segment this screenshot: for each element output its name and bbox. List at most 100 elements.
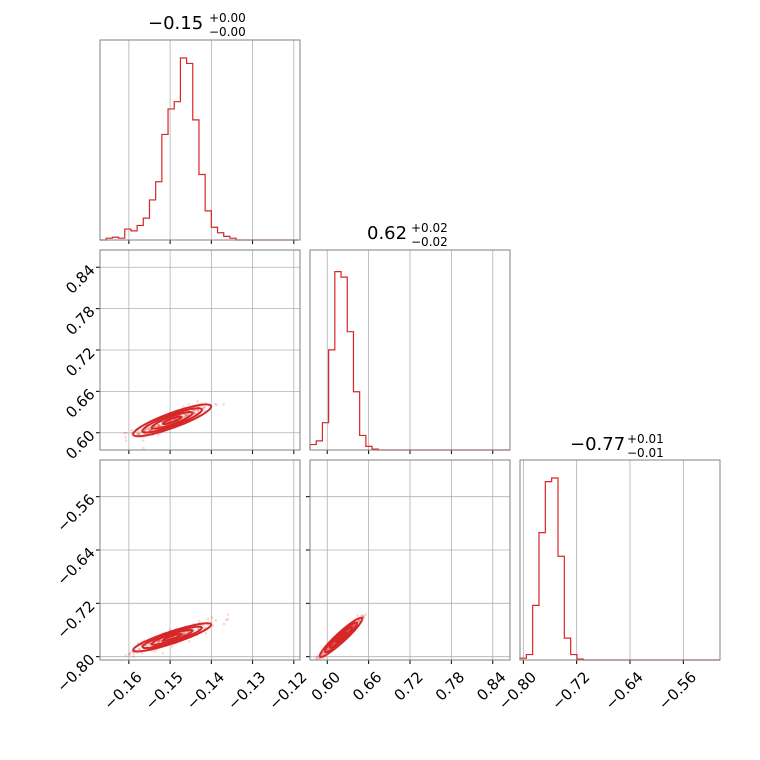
sample-point: [214, 618, 218, 622]
sample-point: [181, 633, 185, 636]
sample-point: [137, 432, 141, 436]
x-tick-label: −0.72: [548, 668, 593, 713]
x-tick-label: 0.78: [432, 668, 468, 704]
scatter-panel-2-0: [96, 459, 301, 664]
histogram-panel-0: [99, 39, 301, 244]
sample-point: [186, 630, 189, 634]
sample-point: [124, 439, 128, 443]
contour-level-1: [150, 628, 194, 646]
contour-level-2: [323, 621, 359, 654]
sample-point: [316, 656, 319, 660]
sample-point: [320, 653, 324, 657]
contour-level-3: [132, 622, 213, 653]
sample-point: [314, 657, 317, 661]
sample-point: [358, 619, 361, 622]
sample-point: [140, 652, 144, 655]
x-tick-label: −0.14: [183, 668, 228, 713]
y-tick-label: 0.72: [62, 344, 98, 380]
histogram-panel-1: [309, 249, 511, 454]
sample-point: [206, 617, 210, 621]
sample-point: [157, 423, 161, 426]
sample-point: [157, 424, 160, 427]
sample-point: [184, 631, 187, 634]
contour-level-0: [161, 415, 183, 426]
title-lower-2: −0.01: [627, 446, 664, 460]
x-tick-label: 0.72: [390, 668, 426, 704]
y-tick-label: −0.72: [53, 597, 98, 642]
x-tick-label: −0.12: [265, 668, 310, 713]
title-param-2: −0.77 +0.01 −0.01: [570, 432, 664, 460]
sample-point: [187, 402, 191, 406]
sample-point: [170, 645, 174, 648]
sample-point: [168, 628, 172, 631]
panel-background: [100, 40, 300, 240]
panel-frame: [519, 459, 721, 661]
sample-point: [135, 432, 139, 435]
x-tick-label: 0.60: [308, 668, 344, 704]
y-tick-label: −0.80: [53, 650, 98, 695]
contour-level-0: [334, 631, 348, 643]
title-upper-2: +0.01: [627, 432, 664, 446]
sample-point: [148, 428, 152, 432]
sample-point: [156, 640, 160, 644]
title-upper-0: +0.00: [209, 11, 246, 25]
panel-frame: [99, 39, 301, 241]
sample-point: [153, 650, 157, 653]
title-median-2: −0.77: [570, 434, 625, 455]
y-tick-label: 0.84: [62, 261, 98, 297]
sample-point: [206, 623, 210, 627]
sample-point: [146, 427, 150, 431]
sample-point: [361, 614, 365, 618]
contour-level-3: [132, 403, 213, 438]
sample-point: [203, 625, 207, 629]
sample-point: [157, 424, 160, 427]
sample-point: [356, 613, 359, 617]
sample-point: [130, 428, 134, 432]
sample-point: [125, 431, 128, 435]
sample-point: [147, 643, 151, 646]
sample-point: [196, 410, 200, 413]
sample-point: [204, 405, 207, 409]
sample-point: [182, 631, 185, 635]
sample-point: [222, 403, 225, 406]
sample-point: [187, 413, 190, 416]
sample-point: [138, 432, 142, 435]
sample-point: [362, 614, 365, 618]
sample-point: [322, 652, 325, 655]
sample-point: [145, 427, 149, 431]
sample-point: [196, 400, 199, 403]
panel-frame: [309, 459, 511, 661]
title-upper-1: +0.02: [411, 221, 448, 235]
sample-point: [318, 657, 322, 660]
sample-point: [132, 655, 135, 658]
sample-point: [210, 616, 214, 619]
x-tick-label: −0.15: [142, 668, 187, 713]
x-tick-label: −0.64: [602, 668, 647, 713]
x-tick-label: −0.13: [224, 668, 269, 713]
y-tick-label: −0.56: [53, 490, 98, 535]
sample-point: [182, 632, 186, 636]
panel-background: [520, 460, 720, 660]
sample-point: [157, 423, 160, 427]
sample-point: [156, 433, 160, 437]
panels-layer: −0.16−0.15−0.14−0.13−0.120.60 0.66 0.72 0.7…: [53, 39, 721, 713]
sample-point: [213, 402, 217, 406]
contour-level-2: [141, 407, 203, 434]
sample-point: [204, 631, 207, 635]
sample-point: [364, 613, 367, 616]
scatter-panel-1-0: [96, 249, 301, 454]
sample-point: [142, 446, 145, 450]
sample-point: [148, 428, 151, 432]
sample-point: [184, 413, 188, 416]
sample-point: [127, 652, 131, 656]
sample-point: [316, 654, 320, 657]
x-tick-label: 0.66: [349, 668, 385, 704]
scatter-panel-2-1: [306, 459, 511, 664]
sample-point: [224, 618, 228, 622]
sample-point: [196, 408, 200, 412]
contour-level-1: [150, 411, 194, 430]
sample-point: [155, 648, 159, 652]
sample-point: [226, 618, 230, 621]
title-lower-1: −0.02: [411, 235, 448, 249]
